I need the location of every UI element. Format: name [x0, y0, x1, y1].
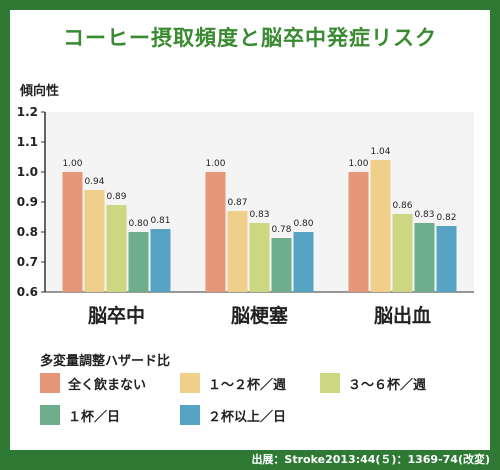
legend-label: ３～６杯／週 — [348, 377, 427, 393]
legend-item: ２杯以上／日 — [180, 405, 286, 425]
legend-swatch — [40, 373, 60, 393]
data-label: 0.80 — [293, 219, 313, 229]
data-label: 0.89 — [106, 192, 126, 202]
data-label: 0.78 — [271, 225, 291, 235]
legend-label: １杯／日 — [68, 409, 121, 425]
data-label: 0.80 — [128, 219, 148, 229]
legend-item: 全く飲まない — [40, 373, 146, 393]
legend-swatch — [320, 373, 340, 393]
bar — [62, 172, 83, 292]
data-label: 0.83 — [249, 210, 269, 220]
bar — [436, 226, 457, 292]
category-label: 脳梗塞 — [230, 304, 289, 327]
bar — [370, 160, 391, 292]
bar — [414, 223, 435, 292]
category-label: 脳出血 — [373, 304, 431, 327]
y-tick-label: 1.0 — [17, 165, 38, 179]
y-tick-label: 1.2 — [17, 105, 38, 119]
y-tick-label: 0.6 — [17, 285, 38, 299]
data-label: 0.87 — [227, 198, 247, 208]
y-axis-label: 傾向性 — [20, 84, 60, 99]
data-label: 1.00 — [348, 159, 368, 169]
data-label: 1.00 — [205, 159, 225, 169]
y-tick-label: 1.1 — [17, 135, 38, 149]
bar — [271, 238, 292, 292]
data-label: 0.83 — [414, 210, 434, 220]
legend-item: １杯／日 — [40, 405, 120, 425]
bar — [205, 172, 226, 292]
data-label: 0.94 — [84, 177, 104, 187]
legend-swatch — [40, 405, 60, 425]
bar — [392, 214, 413, 292]
data-label: 0.86 — [392, 201, 412, 211]
bar — [150, 229, 171, 292]
bar — [249, 223, 270, 292]
data-label: 1.00 — [62, 159, 82, 169]
legend-item: ３～６杯／週 — [320, 373, 426, 393]
data-label: 0.82 — [436, 213, 456, 223]
bar — [227, 211, 248, 292]
legend-item: １～２杯／週 — [180, 373, 286, 393]
bar — [348, 172, 369, 292]
legend-swatch — [180, 405, 200, 425]
legend-label: １～２杯／週 — [208, 377, 287, 393]
y-tick-label: 0.9 — [17, 195, 38, 209]
bar — [84, 190, 105, 292]
bar — [128, 232, 149, 292]
data-label: 0.81 — [150, 216, 170, 226]
bar — [106, 205, 127, 292]
bar — [293, 232, 314, 292]
source-note: 出展：Stroke2013:44(５)：1369-74(改変) — [251, 453, 490, 466]
y-tick-label: 0.8 — [17, 225, 38, 239]
legend-title: 多変量調整ハザード比 — [40, 354, 171, 369]
legend-label: ２杯以上／日 — [208, 409, 287, 425]
y-tick-label: 0.7 — [17, 255, 38, 269]
chart-title: コーヒー摂取頻度と脳卒中発症リスク — [63, 26, 437, 50]
category-label: 脳卒中 — [87, 304, 145, 327]
legend-swatch — [180, 373, 200, 393]
legend-label: 全く飲まない — [68, 377, 147, 393]
data-label: 1.04 — [370, 147, 390, 157]
